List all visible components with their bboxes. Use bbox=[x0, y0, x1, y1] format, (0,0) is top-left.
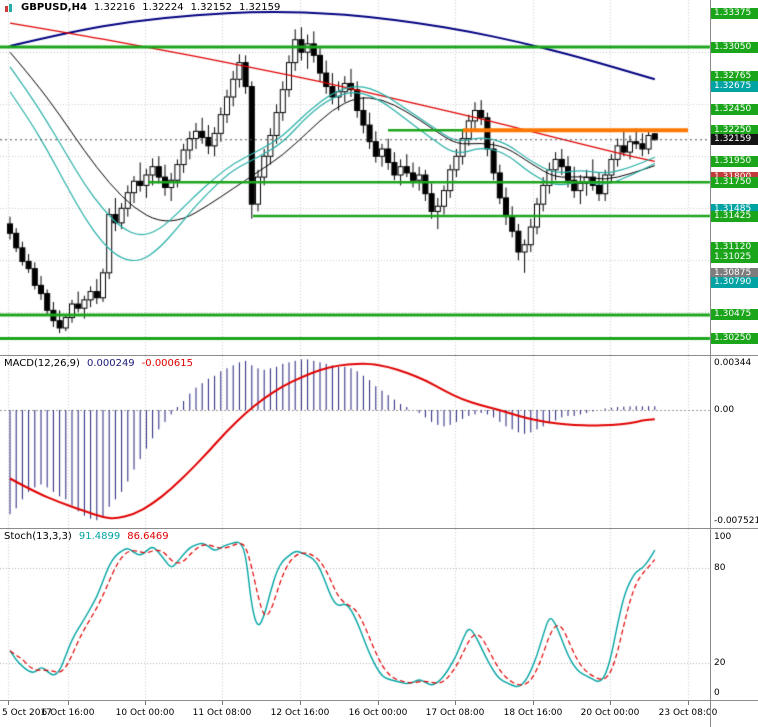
time-tick bbox=[145, 701, 146, 705]
time-tick bbox=[610, 701, 611, 705]
time-axis-label: 20 Oct 00:00 bbox=[580, 708, 640, 718]
symbol-timeframe-label: GBPUSD,H4 bbox=[21, 2, 87, 13]
macd-header: MACD(12,26,9) 0.000249 -0.000615 bbox=[4, 358, 193, 369]
close-value: 1.32159 bbox=[239, 2, 281, 13]
price-level-badge: 1.31120 bbox=[711, 242, 758, 254]
main-chart-header: GBPUSD,H4 1.32216 1.32224 1.32152 1.3215… bbox=[4, 2, 280, 13]
stochastic-header: Stoch(13,3,3) 91.4899 86.6469 bbox=[4, 531, 169, 542]
stoch-scale-label: 80 bbox=[714, 563, 726, 574]
main-chart-panel: GBPUSD,H4 1.32216 1.32224 1.32152 1.3215… bbox=[0, 0, 758, 356]
stoch-scale-label: 100 bbox=[714, 531, 732, 542]
price-level-badge: 1.31750 bbox=[711, 176, 758, 188]
stochastic-canvas[interactable] bbox=[0, 529, 758, 700]
stoch-scale-label: 20 bbox=[714, 658, 726, 669]
time-axis-label: 10 Oct 00:00 bbox=[115, 708, 175, 718]
time-axis-label: 16 Oct 00:00 bbox=[348, 708, 408, 718]
stochastic-main-value: 91.4899 bbox=[78, 531, 121, 542]
stochastic-signal-value: 86.6469 bbox=[127, 531, 169, 542]
price-level-badge: 1.30790 bbox=[711, 276, 758, 288]
macd-canvas[interactable] bbox=[0, 356, 758, 528]
macd-panel: MACD(12,26,9) 0.000249 -0.000615 0.00344… bbox=[0, 356, 758, 529]
price-level-badge: 1.32765 bbox=[711, 71, 758, 83]
time-tick bbox=[533, 701, 534, 705]
time-tick bbox=[688, 701, 689, 705]
time-tick bbox=[8, 701, 9, 705]
macd-label: MACD(12,26,9) bbox=[4, 358, 80, 369]
current-price-badge: 1.32159 bbox=[711, 134, 758, 146]
low-value: 1.32152 bbox=[190, 2, 232, 13]
price-level-badge: 1.33375 bbox=[711, 7, 758, 19]
price-level-badge: 1.32450 bbox=[711, 103, 758, 115]
macd-scale-label: -0.007521 bbox=[714, 516, 758, 526]
price-level-badge: 1.30875 bbox=[711, 267, 758, 279]
price-level-badge: 1.33050 bbox=[711, 41, 758, 53]
time-tick bbox=[222, 701, 223, 705]
time-axis-label: 17 Oct 08:00 bbox=[425, 708, 485, 718]
time-axis-label: 23 Oct 08:00 bbox=[658, 708, 718, 718]
macd-signal-value: -0.000615 bbox=[141, 358, 193, 369]
price-level-badge: 1.32250 bbox=[711, 124, 758, 136]
time-tick bbox=[300, 701, 301, 705]
price-axis-separator bbox=[710, 0, 711, 727]
main-chart-canvas[interactable] bbox=[0, 0, 758, 355]
macd-scale-label: 0.00 bbox=[714, 405, 735, 415]
time-axis[interactable]: 5 Oct 2017 6 Oct 16:00 10 Oct 00:00 11 Oct … bbox=[0, 701, 758, 727]
price-level-badge: 1.31025 bbox=[711, 252, 758, 264]
price-level-badge: 1.31425 bbox=[711, 210, 758, 222]
stochastic-panel: Stoch(13,3,3) 91.4899 86.6469 100 80 20 0 bbox=[0, 529, 758, 701]
open-value: 1.32216 bbox=[93, 2, 136, 13]
price-level-badge: 1.30250 bbox=[711, 332, 758, 344]
time-axis-label: 11 Oct 08:00 bbox=[192, 708, 252, 718]
price-level-badge: 1.30475 bbox=[711, 309, 758, 321]
time-tick bbox=[455, 701, 456, 705]
high-value: 1.32224 bbox=[142, 2, 184, 13]
price-level-badge: 1.32675 bbox=[711, 80, 758, 92]
symbol-icon bbox=[4, 3, 14, 13]
time-axis-label: 6 Oct 16:00 bbox=[41, 708, 95, 718]
macd-scale-label: 0.00344 bbox=[714, 358, 752, 368]
time-tick bbox=[378, 701, 379, 705]
macd-main-value: 0.000249 bbox=[86, 358, 135, 369]
price-level-badge: 1.31485 bbox=[711, 204, 758, 216]
time-axis-label: 12 Oct 16:00 bbox=[270, 708, 330, 718]
time-axis-label: 18 Oct 16:00 bbox=[503, 708, 563, 718]
stochastic-label: Stoch(13,3,3) bbox=[4, 531, 72, 542]
stoch-scale-label: 0 bbox=[714, 688, 720, 698]
price-level-badge: 1.31950 bbox=[711, 155, 758, 167]
time-axis-label: 5 Oct 2017 bbox=[2, 708, 52, 718]
time-tick bbox=[68, 701, 69, 705]
